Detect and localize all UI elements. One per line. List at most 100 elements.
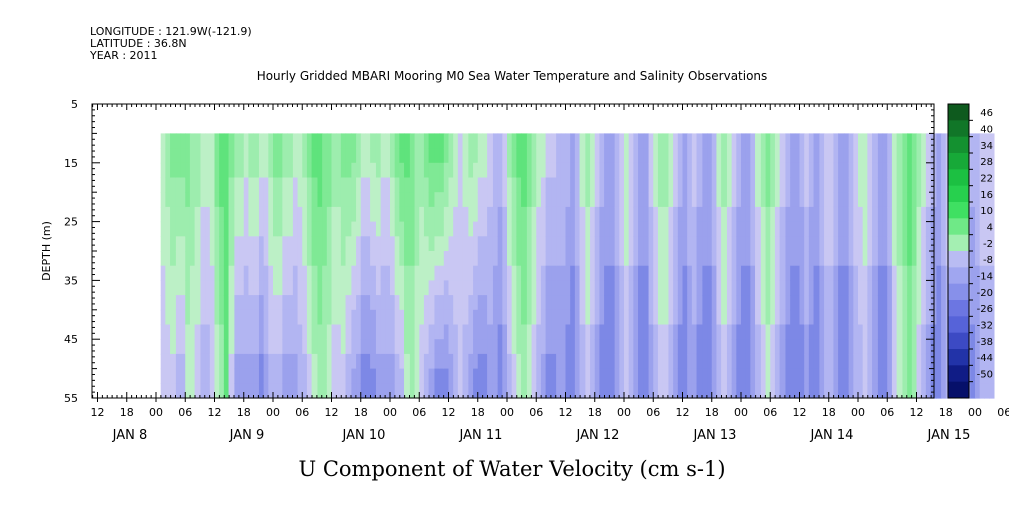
heatmap-cell <box>385 163 390 178</box>
heatmap-cell <box>736 310 741 325</box>
heatmap-cell <box>327 178 332 193</box>
heatmap-cell <box>629 163 634 178</box>
heatmap-cell <box>638 222 644 237</box>
heatmap-cell <box>493 354 498 369</box>
heatmap-cell <box>755 251 761 266</box>
heatmap-cell <box>356 310 361 325</box>
heatmap-cell <box>502 266 507 281</box>
heatmap-cell <box>458 163 463 178</box>
heatmap-cell <box>766 236 771 251</box>
heatmap-cell <box>638 310 644 325</box>
heatmap-cell <box>527 222 532 237</box>
heatmap-cell <box>750 236 755 251</box>
heatmap-cell <box>336 178 341 193</box>
heatmap-cell <box>453 192 458 207</box>
heatmap-cell <box>604 280 610 295</box>
heatmap-cell <box>415 207 420 222</box>
heatmap-cell <box>732 133 737 148</box>
heatmap-cell <box>849 207 854 222</box>
heatmap-cell <box>239 325 244 340</box>
heatmap-cell <box>897 222 903 237</box>
heatmap-cell <box>361 251 366 266</box>
heatmap-cell <box>185 266 190 281</box>
heatmap-cell <box>741 251 746 266</box>
colorbar-swatch <box>948 169 969 186</box>
heatmap-cell <box>298 280 303 295</box>
heatmap-cell <box>439 222 444 237</box>
heatmap-cell <box>268 251 273 266</box>
heatmap-cell <box>629 133 634 148</box>
heatmap-cell <box>532 310 537 325</box>
heatmap-cell <box>585 369 590 384</box>
heatmap-cell <box>838 251 844 266</box>
heatmap-cell <box>200 295 205 310</box>
heatmap-cell <box>395 280 400 295</box>
heatmap-cell <box>468 266 473 281</box>
heatmap-cell <box>419 354 424 369</box>
heatmap-cell <box>610 251 615 266</box>
heatmap-cell <box>638 133 644 148</box>
heatmap-cell <box>390 251 395 266</box>
heatmap-cell <box>429 207 435 222</box>
heatmap-cell <box>381 133 386 148</box>
heatmap-cell <box>755 325 761 340</box>
heatmap-cell <box>487 148 493 163</box>
heatmap-cell <box>556 310 561 325</box>
heatmap-cell <box>790 266 795 281</box>
heatmap-cell <box>595 178 600 193</box>
heatmap-cell <box>293 325 298 340</box>
heatmap-cell <box>268 266 273 281</box>
heatmap-cell <box>439 339 444 354</box>
heatmap-cell <box>858 222 863 237</box>
heatmap-cell <box>800 310 805 325</box>
heatmap-cell <box>341 192 346 207</box>
heatmap-cell <box>210 236 215 251</box>
heatmap-cell <box>478 222 483 237</box>
heatmap-cell <box>498 266 503 281</box>
heatmap-cell <box>298 266 303 281</box>
heatmap-cell <box>809 280 814 295</box>
heatmap-cell <box>619 222 624 237</box>
heatmap-cell <box>902 266 907 281</box>
heatmap-cell <box>370 163 376 178</box>
heatmap-cell <box>346 295 352 310</box>
heatmap-cell <box>902 207 907 222</box>
heatmap-cell <box>838 222 844 237</box>
heatmap-cell <box>181 266 186 281</box>
heatmap-cell <box>892 251 897 266</box>
heatmap-cell <box>585 266 590 281</box>
heatmap-cell <box>780 325 786 340</box>
heatmap-cell <box>293 369 298 384</box>
heatmap-cell <box>268 280 273 295</box>
heatmap-cell <box>561 133 566 148</box>
heatmap-cell <box>615 266 620 281</box>
heatmap-cell <box>872 148 878 163</box>
heatmap-cell <box>878 178 883 193</box>
heatmap-cell <box>849 178 854 193</box>
heatmap-cell <box>356 236 361 251</box>
heatmap-cell <box>795 163 800 178</box>
heatmap-cell <box>351 251 356 266</box>
heatmap-cell <box>434 222 439 237</box>
heatmap-cell <box>653 251 658 266</box>
heatmap-cell <box>273 192 278 207</box>
heatmap-cell <box>165 163 170 178</box>
heatmap-cell <box>429 280 435 295</box>
x-day-label: JAN 13 <box>693 428 737 443</box>
heatmap-cell <box>434 192 439 207</box>
heatmap-cell <box>624 163 629 178</box>
heatmap-cell <box>678 339 683 354</box>
heatmap-cell <box>580 251 586 266</box>
colorbar-label: -50 <box>977 370 993 381</box>
heatmap-cell <box>482 310 487 325</box>
heatmap-cell <box>741 236 746 251</box>
heatmap-cell <box>804 310 809 325</box>
heatmap-cell <box>532 236 537 251</box>
heatmap-cell <box>302 295 307 310</box>
heatmap-cell <box>356 251 361 266</box>
heatmap-cell <box>585 310 590 325</box>
heatmap-cell <box>551 266 556 281</box>
heatmap-cell <box>887 295 892 310</box>
heatmap-cell <box>463 222 469 237</box>
heatmap-cell <box>512 133 517 148</box>
